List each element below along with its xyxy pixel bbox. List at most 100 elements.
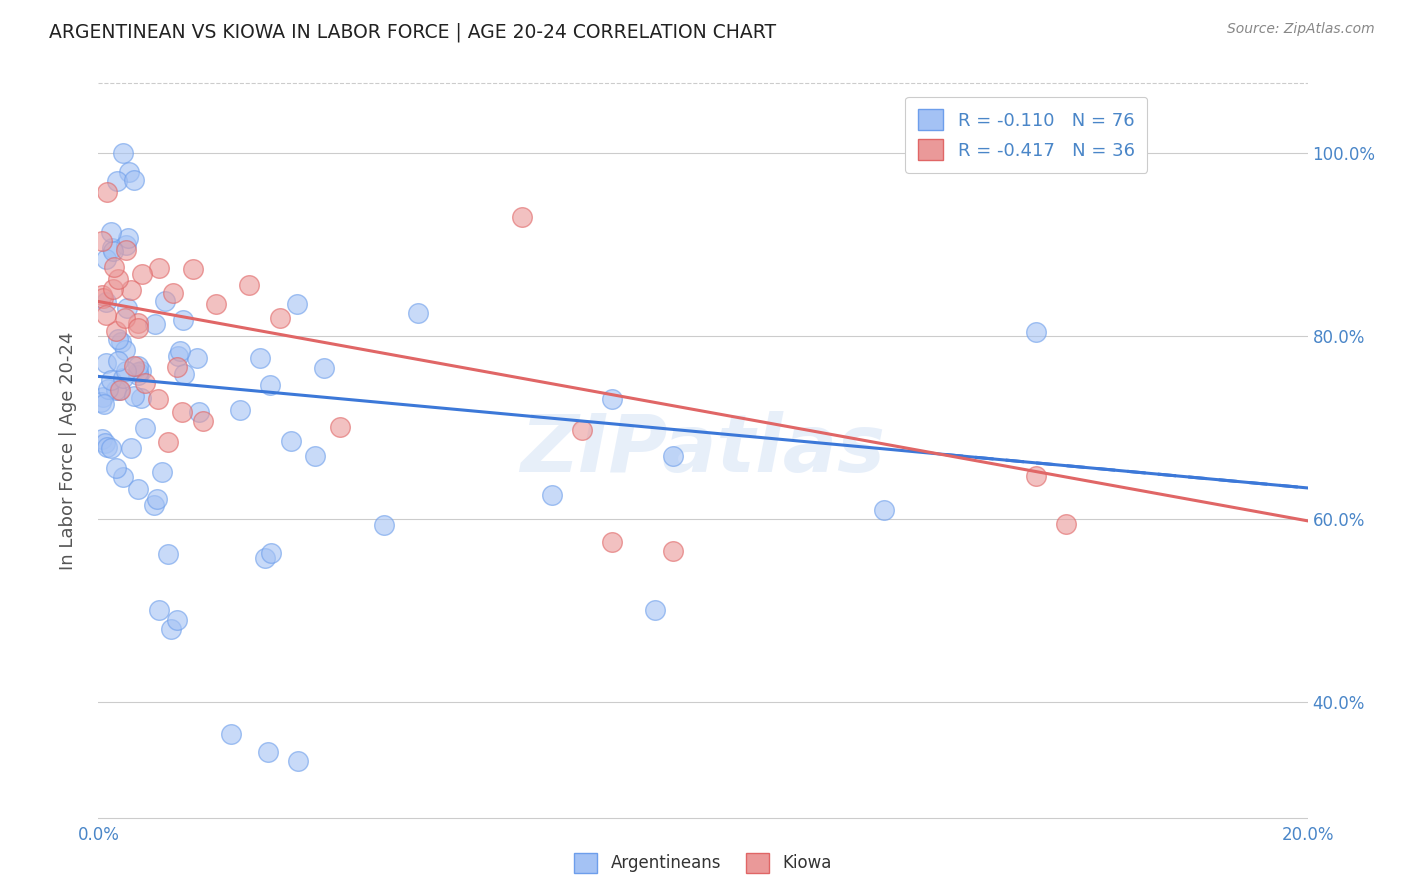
Point xyxy=(114,243,136,257)
Point xyxy=(146,392,169,407)
Legend: Argentineans, Kiowa: Argentineans, Kiowa xyxy=(567,847,839,880)
Point xyxy=(228,403,250,417)
Point xyxy=(173,367,195,381)
Point xyxy=(111,146,134,161)
Point xyxy=(118,164,141,178)
Point xyxy=(107,354,129,368)
Point xyxy=(172,313,194,327)
Point xyxy=(127,359,149,373)
Point xyxy=(256,745,278,759)
Point xyxy=(304,449,326,463)
Text: Source: ZipAtlas.com: Source: ZipAtlas.com xyxy=(1227,22,1375,37)
Point xyxy=(107,272,129,286)
Point xyxy=(101,244,124,258)
Point xyxy=(540,488,562,502)
Point xyxy=(105,460,128,475)
Point xyxy=(134,376,156,391)
Point xyxy=(94,356,117,370)
Point xyxy=(602,392,624,407)
Point xyxy=(170,405,193,419)
Point xyxy=(1024,325,1046,339)
Point xyxy=(162,286,184,301)
Point xyxy=(169,344,191,359)
Point xyxy=(238,277,260,292)
Point xyxy=(188,405,211,419)
Point xyxy=(112,469,135,483)
Point xyxy=(510,211,533,225)
Point xyxy=(110,334,132,349)
Point xyxy=(221,727,243,741)
Point xyxy=(105,174,128,188)
Point xyxy=(100,225,122,239)
Point xyxy=(114,310,136,325)
Point xyxy=(122,359,145,373)
Point xyxy=(120,283,142,297)
Point xyxy=(148,260,170,275)
Point xyxy=(373,518,395,533)
Point xyxy=(181,262,204,277)
Point xyxy=(143,498,166,512)
Point xyxy=(134,421,156,435)
Point xyxy=(191,414,214,428)
Point xyxy=(107,332,129,346)
Point xyxy=(127,482,149,496)
Point xyxy=(150,466,173,480)
Point xyxy=(129,364,152,378)
Point xyxy=(153,293,176,308)
Point xyxy=(1054,516,1077,531)
Point xyxy=(644,603,666,617)
Point xyxy=(167,350,190,364)
Point xyxy=(94,295,117,310)
Point xyxy=(91,291,114,305)
Point xyxy=(160,622,183,636)
Text: ARGENTINEAN VS KIOWA IN LABOR FORCE | AGE 20-24 CORRELATION CHART: ARGENTINEAN VS KIOWA IN LABOR FORCE | AG… xyxy=(49,22,776,42)
Point xyxy=(93,397,115,411)
Point xyxy=(204,296,226,310)
Point xyxy=(166,613,188,627)
Point xyxy=(105,383,128,397)
Point xyxy=(269,310,291,325)
Point xyxy=(186,351,208,365)
Point xyxy=(156,547,179,561)
Point xyxy=(93,435,115,450)
Point xyxy=(253,550,276,565)
Point xyxy=(148,603,170,617)
Point xyxy=(259,377,281,392)
Point xyxy=(90,234,112,248)
Point xyxy=(96,440,118,454)
Point xyxy=(571,423,593,437)
Point xyxy=(105,324,128,338)
Point xyxy=(131,267,153,281)
Point xyxy=(287,754,309,768)
Point xyxy=(103,282,125,296)
Point xyxy=(408,306,430,320)
Point xyxy=(100,241,122,255)
Point xyxy=(127,320,149,334)
Point xyxy=(146,492,169,507)
Point xyxy=(127,368,149,382)
Point xyxy=(260,545,283,559)
Point xyxy=(120,441,142,455)
Point xyxy=(127,365,149,379)
Point xyxy=(873,503,896,517)
Point xyxy=(114,364,136,378)
Point xyxy=(115,238,138,252)
Point xyxy=(312,361,335,376)
Point xyxy=(114,343,136,357)
Point xyxy=(602,534,624,549)
Point xyxy=(166,360,188,375)
Point xyxy=(156,434,179,449)
Point xyxy=(1024,469,1046,483)
Point xyxy=(280,434,302,448)
Point xyxy=(117,231,139,245)
Point xyxy=(115,301,138,315)
Point xyxy=(143,317,166,331)
Point xyxy=(103,260,125,274)
Text: ZIPatlas: ZIPatlas xyxy=(520,411,886,490)
Point xyxy=(100,373,122,387)
Y-axis label: In Labor Force | Age 20-24: In Labor Force | Age 20-24 xyxy=(59,331,77,570)
Point xyxy=(285,297,308,311)
Point xyxy=(108,383,131,397)
Point xyxy=(108,383,131,397)
Point xyxy=(96,252,118,266)
